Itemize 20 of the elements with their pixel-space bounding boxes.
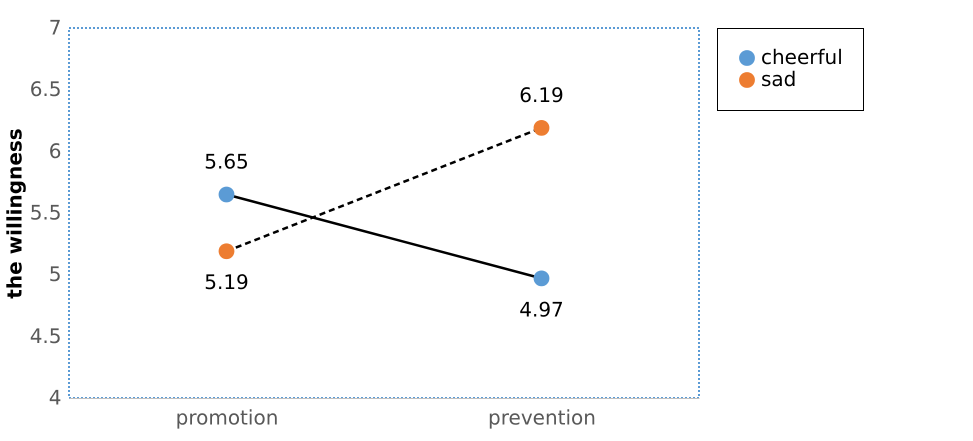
- data-label: 6.19: [519, 82, 564, 107]
- y-tick-label: 6: [48, 138, 62, 163]
- data-label: 5.65: [204, 150, 249, 174]
- x-tick-label: prevention: [488, 406, 596, 430]
- y-axis-title: the willingness: [2, 128, 27, 299]
- legend-label: cheerful: [761, 45, 843, 69]
- point: [534, 270, 550, 286]
- legend-label: sad: [761, 67, 796, 91]
- data-label: 5.19: [204, 270, 249, 294]
- point: [218, 243, 234, 260]
- y-tick-label: 5: [48, 262, 62, 286]
- x-tick-label: promotion: [176, 406, 278, 430]
- y-tick-label: 7: [48, 16, 62, 40]
- y-tick-label: 4.5: [30, 324, 62, 348]
- y-tick-label: 4: [48, 386, 62, 410]
- y-tick-label: 5.5: [30, 200, 62, 224]
- point: [218, 186, 234, 202]
- data-label: 4.97: [519, 297, 564, 322]
- y-tick-label: 6.5: [30, 77, 62, 102]
- point: [534, 120, 550, 136]
